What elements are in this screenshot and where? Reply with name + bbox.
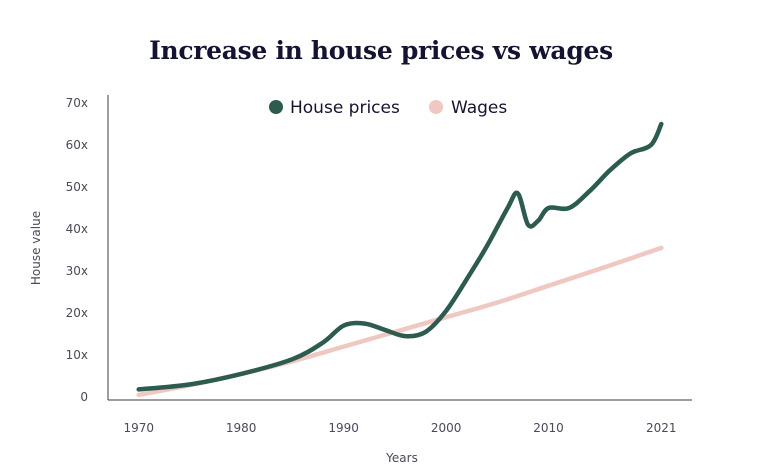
y-tick-label: 20x xyxy=(66,306,88,320)
legend: House prices Wages xyxy=(269,98,507,118)
series-line-house-prices xyxy=(136,121,664,392)
y-tick-label: 70x xyxy=(66,96,88,110)
x-tick-label: 2010 xyxy=(533,421,564,435)
y-tick-label: 40x xyxy=(66,222,88,236)
x-tick-label: 1980 xyxy=(226,421,257,435)
x-tick-label: 2000 xyxy=(431,421,462,435)
y-tick-label: 10x xyxy=(66,348,88,362)
chart-title: Increase in house prices vs wages xyxy=(149,36,613,65)
legend-item-house-prices: House prices xyxy=(269,98,400,118)
x-tick-label: 1970 xyxy=(123,421,154,435)
y-axis-title: House value xyxy=(29,211,43,285)
x-axis-title: Years xyxy=(385,451,418,465)
x-tick-label: 2021 xyxy=(646,421,677,435)
y-tick-label: 0 xyxy=(80,390,88,404)
legend-label-wages: Wages xyxy=(451,98,507,118)
x-tick-label: 1990 xyxy=(328,421,359,435)
legend-label-house-prices: House prices xyxy=(290,98,400,118)
series-line-wages xyxy=(136,245,664,398)
y-axis-ticks: 0 10x 20x 30x 40x 50x 60x 70x xyxy=(66,96,88,404)
x-axis-ticks: 1970 1980 1990 2000 2010 2021 xyxy=(123,421,676,435)
legend-marker-wages xyxy=(429,100,443,114)
legend-item-wages: Wages xyxy=(429,98,507,118)
y-tick-label: 50x xyxy=(66,180,88,194)
series-lines xyxy=(136,121,664,398)
y-tick-label: 60x xyxy=(66,138,88,152)
legend-marker-house-prices xyxy=(269,100,283,114)
y-tick-label: 30x xyxy=(66,264,88,278)
